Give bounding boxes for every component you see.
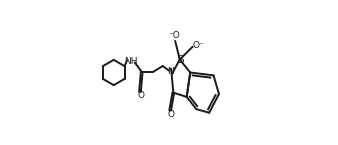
Text: O: O: [137, 91, 144, 100]
Text: S: S: [177, 55, 184, 65]
Text: O⁻: O⁻: [192, 41, 204, 50]
Text: NH: NH: [124, 57, 138, 66]
Text: ⁻O: ⁻O: [169, 31, 180, 40]
Text: O: O: [167, 110, 174, 119]
Text: N: N: [167, 67, 174, 76]
